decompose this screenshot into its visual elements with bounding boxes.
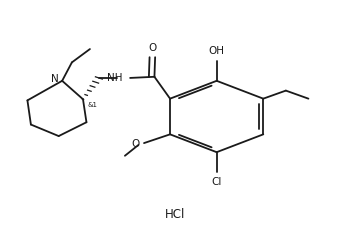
Text: O: O — [132, 139, 140, 149]
Text: HCl: HCl — [165, 208, 185, 221]
Text: Cl: Cl — [211, 177, 222, 187]
Text: N: N — [51, 74, 58, 84]
Text: &1: &1 — [87, 102, 97, 108]
Text: OH: OH — [209, 46, 225, 56]
Text: O: O — [148, 43, 156, 53]
Text: NH: NH — [107, 73, 122, 83]
